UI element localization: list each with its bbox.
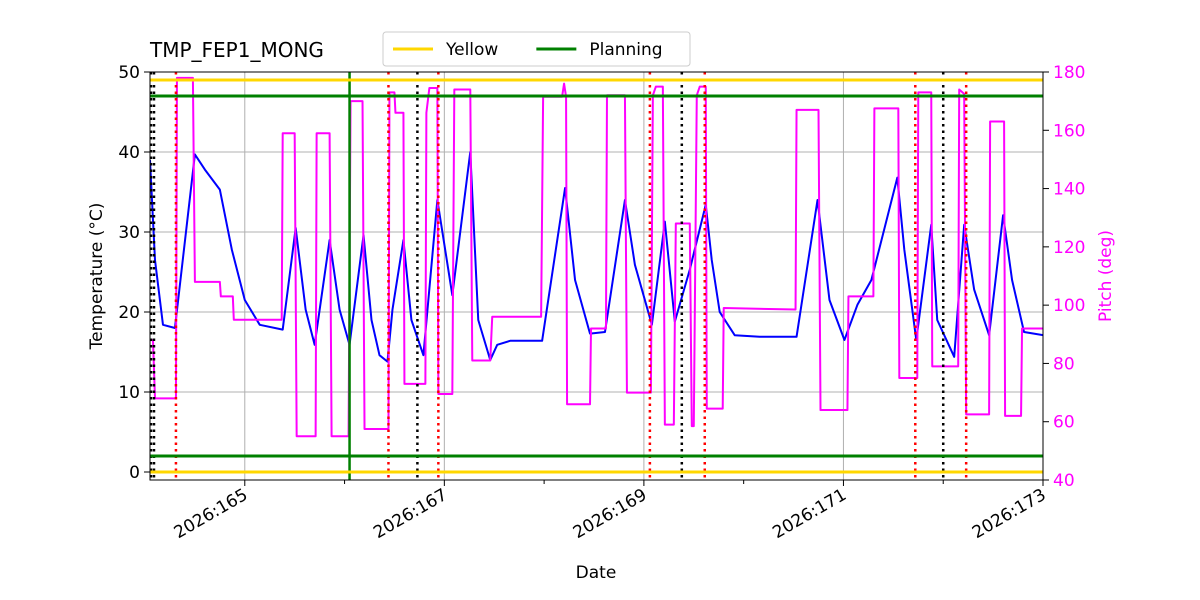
y-tick-label: 30: [118, 223, 140, 243]
series-line: [150, 76, 1043, 438]
legend-label: Planning: [589, 40, 662, 60]
y-tick-label: 20: [118, 303, 140, 323]
chart-title: TMP_FEP1_MONG: [149, 38, 324, 62]
legend-label: Yellow: [445, 40, 498, 60]
y-tick-label: 50: [118, 63, 140, 83]
y2-tick-label: 160: [1053, 121, 1085, 141]
y-tick-label: 0: [129, 463, 140, 483]
plot-area: [150, 72, 1043, 480]
y2-tick-label: 40: [1053, 471, 1075, 491]
y2-axis-label: Pitch (deg): [1096, 230, 1116, 322]
y-tick-label: 10: [118, 383, 140, 403]
y2-tick-label: 80: [1053, 354, 1075, 374]
plot-frame: [149, 71, 1044, 481]
y-axis-label: Temperature (°C): [87, 203, 107, 351]
x-axis-label: Date: [576, 563, 617, 583]
y2-tick-label: 180: [1053, 63, 1085, 83]
y2-tick-label: 120: [1053, 238, 1085, 258]
y2-tick-label: 140: [1053, 180, 1085, 200]
y2-tick-label: 100: [1053, 296, 1085, 316]
y-tick-label: 40: [118, 143, 140, 163]
y2-tick-label: 60: [1053, 413, 1075, 433]
